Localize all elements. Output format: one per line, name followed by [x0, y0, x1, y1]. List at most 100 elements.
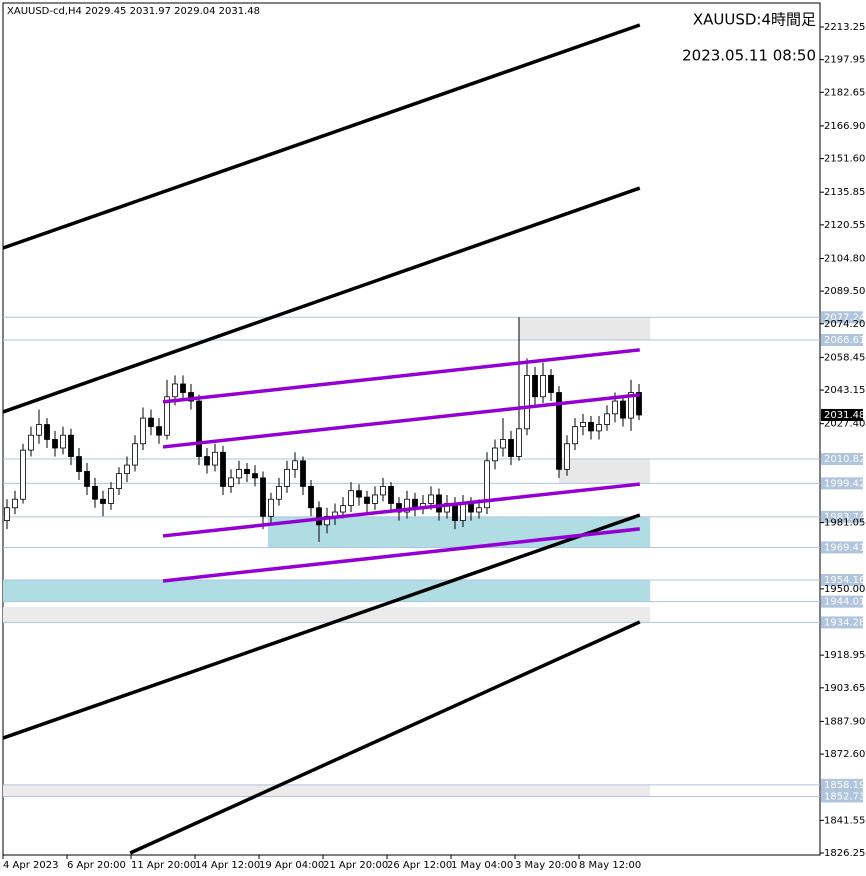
- candle-body: [76, 456, 82, 472]
- zone: [559, 459, 651, 484]
- y-tick-label: 1981.05: [824, 518, 865, 529]
- y-tick-label: 2074.20: [824, 319, 865, 330]
- x-tick-label: 21 Apr 20:00: [323, 860, 388, 871]
- candle-body: [28, 434, 34, 451]
- candle-body: [628, 392, 634, 419]
- level-label-bg: [821, 453, 863, 466]
- level-label-bg: [821, 477, 863, 490]
- candle-body: [180, 383, 186, 393]
- x-tick-label: 1 May 04:00: [451, 860, 513, 871]
- x-tick-label: 19 Apr 04:00: [259, 860, 324, 871]
- x-tick-label: 3 May 20:00: [515, 860, 577, 871]
- level-label: 1969.41: [824, 542, 865, 553]
- candle-body: [156, 426, 162, 436]
- candle-body: [84, 471, 90, 487]
- chart-subtitle: 2023.05.11 08:50: [682, 47, 816, 65]
- candle-body: [12, 498, 18, 509]
- plot-frame: [2, 2, 821, 856]
- candle-body: [388, 486, 394, 504]
- level-label-bg: [821, 616, 863, 629]
- y-tick-label: 2104.80: [824, 253, 865, 264]
- candle-body: [436, 494, 442, 513]
- candle-body: [556, 392, 562, 470]
- level-label-bg: [821, 333, 863, 346]
- trendline: [2, 186, 641, 414]
- symbol-header: XAUUSD-cd,H4 2029.45 2031.97 2029.04 203…: [7, 6, 260, 17]
- zone: [3, 784, 651, 797]
- trendline: [2, 23, 641, 250]
- candle-body: [620, 400, 626, 419]
- candle-body: [124, 464, 130, 475]
- candle-body: [260, 477, 266, 517]
- candle-body: [204, 456, 210, 466]
- candle-body: [308, 486, 314, 509]
- candle-body: [612, 400, 618, 415]
- y-tick-label: 1918.95: [824, 650, 865, 661]
- level-label: 2066.61: [824, 335, 865, 346]
- y-tick-label: 1872.60: [824, 749, 865, 760]
- candle-body: [188, 392, 194, 402]
- x-tick-label: 14 Apr 12:00: [195, 860, 260, 871]
- candle-body: [588, 421, 594, 432]
- x-tick-label: 4 Apr 2023: [3, 860, 58, 871]
- zone: [3, 579, 651, 602]
- candle-body: [468, 503, 474, 513]
- candle-body: [476, 507, 482, 513]
- candle-body: [52, 439, 58, 449]
- level-label: 1934.28: [824, 617, 865, 628]
- x-tick-label: 6 Apr 20:00: [67, 860, 126, 871]
- candle-body: [20, 449, 26, 500]
- candle-body: [364, 496, 370, 504]
- level-label-bg: [821, 595, 863, 608]
- candle-body: [508, 439, 514, 457]
- y-tick-label: 2043.15: [824, 385, 865, 396]
- candle-body: [108, 488, 114, 504]
- candle-body: [412, 498, 418, 509]
- level-label: 1944.01: [824, 597, 865, 608]
- trendline: [2, 513, 641, 740]
- candle-body: [60, 434, 66, 449]
- candle-body: [324, 515, 330, 526]
- candle-body: [604, 413, 610, 425]
- y-tick-label: 2135.85: [824, 187, 865, 198]
- candle-body: [92, 486, 98, 500]
- price-label: 2031.48: [824, 410, 865, 421]
- candle-body: [228, 477, 234, 487]
- candle-body: [292, 460, 298, 470]
- candle-body: [548, 375, 554, 393]
- candle-body: [172, 383, 178, 398]
- y-tick-label: 2197.95: [824, 55, 865, 66]
- candle-body: [196, 400, 202, 457]
- candle-body: [580, 421, 586, 428]
- level-label: 2077.24: [824, 312, 865, 323]
- level-label-bg: [821, 573, 863, 586]
- trendline: [162, 348, 640, 404]
- trendline: [162, 393, 640, 449]
- y-tick-label: 1950.00: [824, 584, 865, 595]
- level-label: 1852.73: [824, 791, 865, 802]
- y-tick-label: 2213.25: [824, 22, 865, 33]
- candle-body: [340, 505, 346, 513]
- trendline: [129, 620, 641, 855]
- candle-body: [428, 494, 434, 504]
- level-label-bg: [821, 541, 863, 554]
- level-label-bg: [821, 311, 863, 324]
- y-tick-label: 2182.65: [824, 87, 865, 98]
- y-tick-label: 1826.25: [824, 848, 865, 859]
- y-tick-label: 1887.90: [824, 716, 865, 727]
- candle-body: [356, 490, 362, 498]
- candle-body: [460, 503, 466, 521]
- candle-body: [252, 473, 258, 479]
- x-tick-label: 11 Apr 20:00: [131, 860, 196, 871]
- candle-body: [236, 468, 242, 479]
- level-label-bg: [821, 790, 863, 803]
- candle-body: [540, 375, 546, 398]
- zone: [3, 607, 651, 623]
- level-label: 1858.19: [824, 780, 865, 791]
- candle-body: [564, 443, 570, 470]
- y-tick-label: 1903.65: [824, 683, 865, 694]
- x-tick-label: 8 May 12:00: [579, 860, 641, 871]
- level-label: 1983.74: [824, 512, 865, 523]
- candle-body: [532, 375, 538, 398]
- candle-body: [148, 417, 154, 428]
